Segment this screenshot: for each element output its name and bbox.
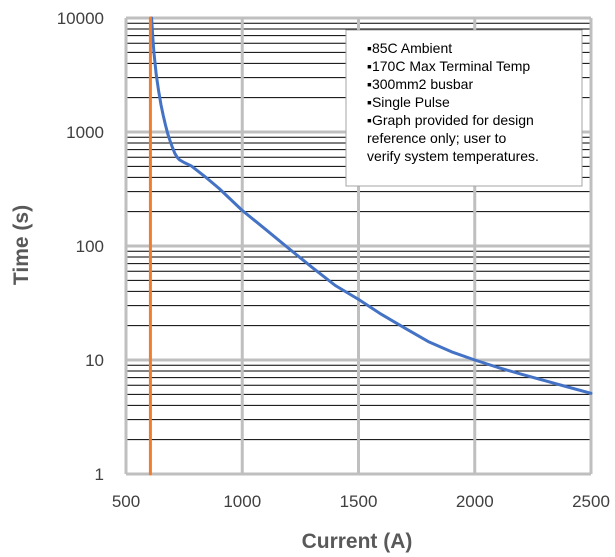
y-tick-label: 100 — [76, 237, 104, 256]
x-tick-label: 2500 — [572, 492, 610, 511]
annotation-line: ▪85C Ambient — [367, 40, 452, 56]
annotation-line: ▪300mm2 busbar — [367, 76, 473, 92]
y-tick-label: 10 — [85, 351, 104, 370]
y-tick-label: 10000 — [57, 9, 104, 28]
annotation-line: ▪Single Pulse — [367, 94, 450, 110]
annotation-line: ▪170C Max Terminal Temp — [367, 58, 530, 74]
y-tick-label: 1000 — [66, 123, 104, 142]
y-tick-label: 1 — [95, 465, 104, 484]
annotation-line: verify system temperatures. — [367, 148, 539, 164]
x-tick-label: 2000 — [456, 492, 494, 511]
y-axis-title: Time (s) — [10, 205, 33, 285]
annotation-box-border — [345, 29, 583, 187]
annotation-box: ▪85C Ambient ▪170C Max Terminal Temp ▪30… — [345, 29, 583, 187]
annotation-line: ▪Graph provided for design — [367, 112, 534, 128]
x-tick-label: 1500 — [340, 492, 378, 511]
tick-labels: 500 1000 1500 2000 2500 1 10 100 1000 10000 — [57, 9, 610, 511]
x-tick-label: 1000 — [223, 492, 261, 511]
time-current-curve — [150, 16, 593, 395]
x-axis-title: Current (A) — [302, 530, 413, 553]
series-lines — [148, 16, 593, 476]
x-tick-label: 500 — [112, 492, 140, 511]
annotation-line: reference only; user to — [367, 130, 507, 146]
